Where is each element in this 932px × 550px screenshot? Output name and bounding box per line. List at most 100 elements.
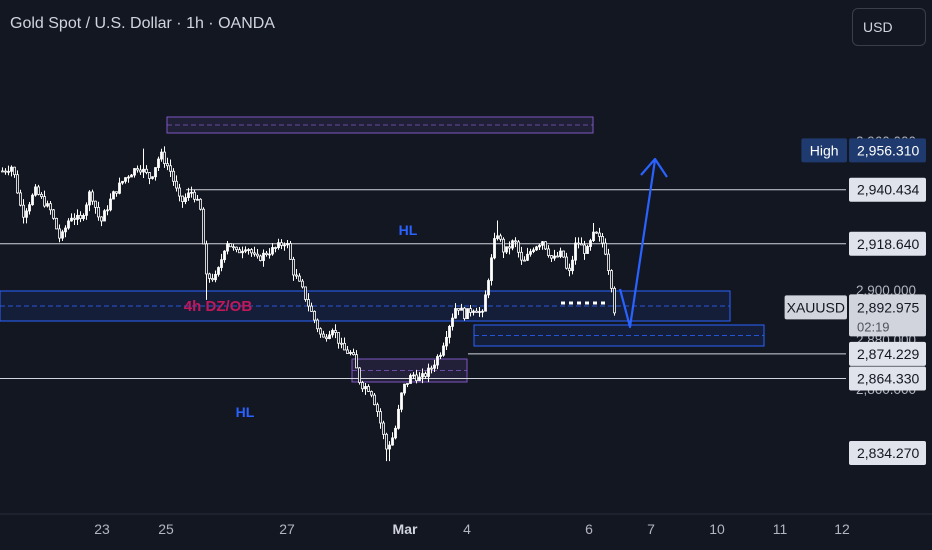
candle [409, 373, 412, 384]
candle-body [262, 252, 265, 261]
time-axis[interactable]: 23 25 27 Mar 4 6 7 10 11 12 [0, 513, 932, 537]
candle-body [394, 427, 397, 439]
candle-body [100, 216, 103, 222]
candle-body [352, 352, 355, 356]
candle-body [370, 391, 373, 396]
candle-body [541, 241, 544, 246]
candle-body [469, 308, 472, 313]
candle [541, 240, 544, 250]
candle [25, 208, 28, 224]
candle [454, 303, 457, 319]
candle [517, 239, 520, 258]
candle [211, 273, 214, 282]
candle [421, 368, 424, 384]
price-label-box [849, 341, 926, 366]
candle [592, 223, 595, 242]
candle [319, 327, 322, 338]
candle [73, 213, 76, 225]
candle [427, 363, 430, 383]
candle-body [565, 256, 568, 269]
zones-layer [0, 116, 765, 383]
candle [373, 393, 376, 406]
candle-body [409, 375, 412, 384]
candle [49, 201, 52, 215]
candle [475, 307, 478, 313]
time-tick-label: 10 [709, 521, 725, 537]
candle [169, 159, 172, 178]
price-axis[interactable]: 2,960.0002,900.0002,880.0002,860.0002,95… [784, 60, 932, 515]
candle-body [82, 215, 85, 219]
time-tick-label: 25 [158, 521, 174, 537]
candle [193, 189, 196, 203]
candle [457, 308, 460, 316]
candle-body [493, 238, 496, 259]
time-tick-label: 7 [647, 521, 655, 537]
candle [280, 239, 283, 250]
candle [163, 146, 166, 168]
candle [385, 432, 388, 462]
candle-body [133, 168, 136, 176]
candle-body [436, 356, 439, 366]
time-tick-label: Mar [393, 521, 418, 537]
candle-body [400, 392, 403, 410]
candle [166, 157, 169, 171]
candle-body [517, 241, 520, 253]
candle [448, 324, 451, 344]
candle-body [52, 209, 55, 219]
candle-body [67, 220, 70, 229]
candle-body [238, 249, 241, 254]
candle-body [253, 252, 256, 255]
candle [469, 304, 472, 317]
candle-body [553, 255, 556, 259]
candle [349, 350, 352, 356]
candle-body [295, 274, 298, 277]
candle [70, 213, 73, 222]
candle [547, 245, 550, 258]
candle [562, 250, 565, 258]
candle [577, 237, 580, 249]
candle [235, 246, 238, 253]
candle [40, 192, 43, 199]
candle [22, 199, 25, 224]
candle [238, 247, 241, 254]
candle [127, 175, 130, 183]
candle [565, 252, 568, 270]
candle-body [277, 242, 280, 249]
candle [190, 186, 193, 198]
candle [277, 238, 280, 250]
countdown-label: 02:19 [857, 319, 890, 334]
candle-body [7, 170, 10, 173]
candle-body [538, 244, 541, 248]
candle [244, 246, 247, 254]
candle-body [91, 191, 94, 202]
candle-body [178, 187, 181, 197]
price-label-box [849, 366, 926, 391]
candle-body [598, 232, 601, 237]
candle [439, 352, 442, 359]
candle-body [313, 311, 316, 321]
candle [304, 286, 307, 302]
candle [535, 245, 538, 251]
price-tag-box [784, 295, 847, 320]
candle-body [142, 168, 145, 173]
currency-button[interactable]: USD [852, 8, 926, 46]
candle-body [244, 249, 247, 252]
candle-body [520, 251, 523, 261]
candle-body [46, 203, 49, 207]
candle [484, 290, 487, 312]
candle-body [160, 151, 163, 160]
candle [538, 243, 541, 251]
candle [487, 278, 490, 299]
candle-body [211, 278, 214, 281]
candle [82, 213, 85, 221]
candle-body [268, 253, 271, 256]
candle [268, 248, 271, 259]
candle [514, 237, 517, 248]
candle [403, 383, 406, 396]
price-label: 2,892.975 [857, 299, 919, 315]
candle [379, 408, 382, 429]
candle [424, 371, 427, 379]
candle [325, 333, 328, 342]
candle [604, 238, 607, 256]
